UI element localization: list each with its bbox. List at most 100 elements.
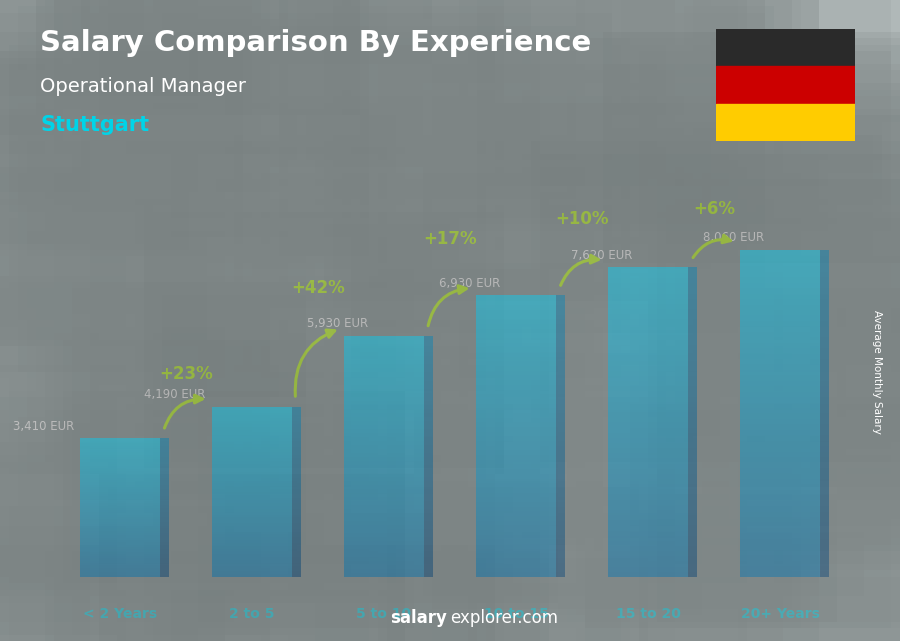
Bar [159,454,169,457]
Bar [345,476,424,481]
Text: 3,410 EUR: 3,410 EUR [13,420,74,433]
Bar [80,450,159,453]
Bar [292,551,301,554]
Bar [608,376,688,381]
Bar [424,508,433,513]
Bar [688,345,697,350]
Bar [741,266,820,272]
Bar [424,492,433,497]
Bar [80,445,159,448]
Bar [555,431,565,437]
Bar [212,562,292,565]
Bar [212,542,292,545]
Bar [159,570,169,572]
Bar [424,537,433,541]
Bar [212,551,292,554]
Bar [80,574,159,577]
Bar [345,488,424,493]
Bar [688,283,697,288]
Bar [80,563,159,565]
Bar [555,515,565,520]
Bar [476,389,555,394]
Bar [608,329,688,335]
Bar [292,426,301,429]
Bar [476,333,555,338]
Bar [345,560,424,565]
Bar [424,392,433,397]
Bar [608,370,688,376]
Bar [212,537,292,540]
Bar [424,360,433,365]
Bar [820,331,829,337]
Bar [820,522,829,528]
Bar [212,452,292,455]
Bar [292,463,301,467]
Bar [80,440,159,443]
Bar [555,413,565,418]
Bar [476,305,555,310]
Bar [212,466,292,469]
Bar [688,381,697,387]
Bar [608,504,688,510]
Bar [159,443,169,445]
Text: +42%: +42% [291,279,345,297]
Bar [476,549,555,553]
Bar [80,544,159,547]
Bar [476,436,555,441]
Bar [741,310,820,315]
Bar [688,448,697,453]
Bar [424,364,433,369]
Bar [212,458,292,461]
Bar [820,440,829,446]
Bar [820,380,829,387]
Bar [820,255,829,261]
Bar [476,427,555,431]
Bar [476,562,555,567]
Bar [212,548,292,551]
Bar [741,538,820,544]
Bar [424,472,433,477]
Bar [159,473,169,476]
Bar [476,535,555,540]
Bar [741,419,820,424]
Bar [608,345,688,350]
Bar [688,453,697,458]
Bar [555,347,565,352]
Bar [80,535,159,538]
Bar [345,501,424,504]
Bar [159,501,169,503]
Bar [608,422,688,428]
Bar [688,442,697,448]
Bar [608,494,688,499]
Bar [820,560,829,566]
Bar [424,560,433,565]
Bar [345,396,424,401]
Bar [608,463,688,469]
Bar [820,353,829,359]
Bar [292,483,301,487]
Bar [476,454,555,460]
Bar [716,29,855,66]
Bar [80,501,159,503]
Bar [688,525,697,531]
Bar [688,293,697,299]
Bar [741,299,820,304]
Bar [476,450,555,455]
Bar [476,474,555,479]
Bar [345,408,424,413]
Bar [688,566,697,572]
Bar [476,342,555,347]
Bar [476,379,555,385]
Bar [688,535,697,541]
Bar [820,549,829,555]
Bar [159,517,169,519]
Bar [820,451,829,457]
Text: 20+ Years: 20+ Years [741,606,819,620]
Bar [292,568,301,571]
Bar [688,299,697,304]
Bar [159,567,169,570]
Bar [555,361,565,366]
Bar [608,288,688,294]
Bar [345,348,424,353]
Bar [555,333,565,338]
